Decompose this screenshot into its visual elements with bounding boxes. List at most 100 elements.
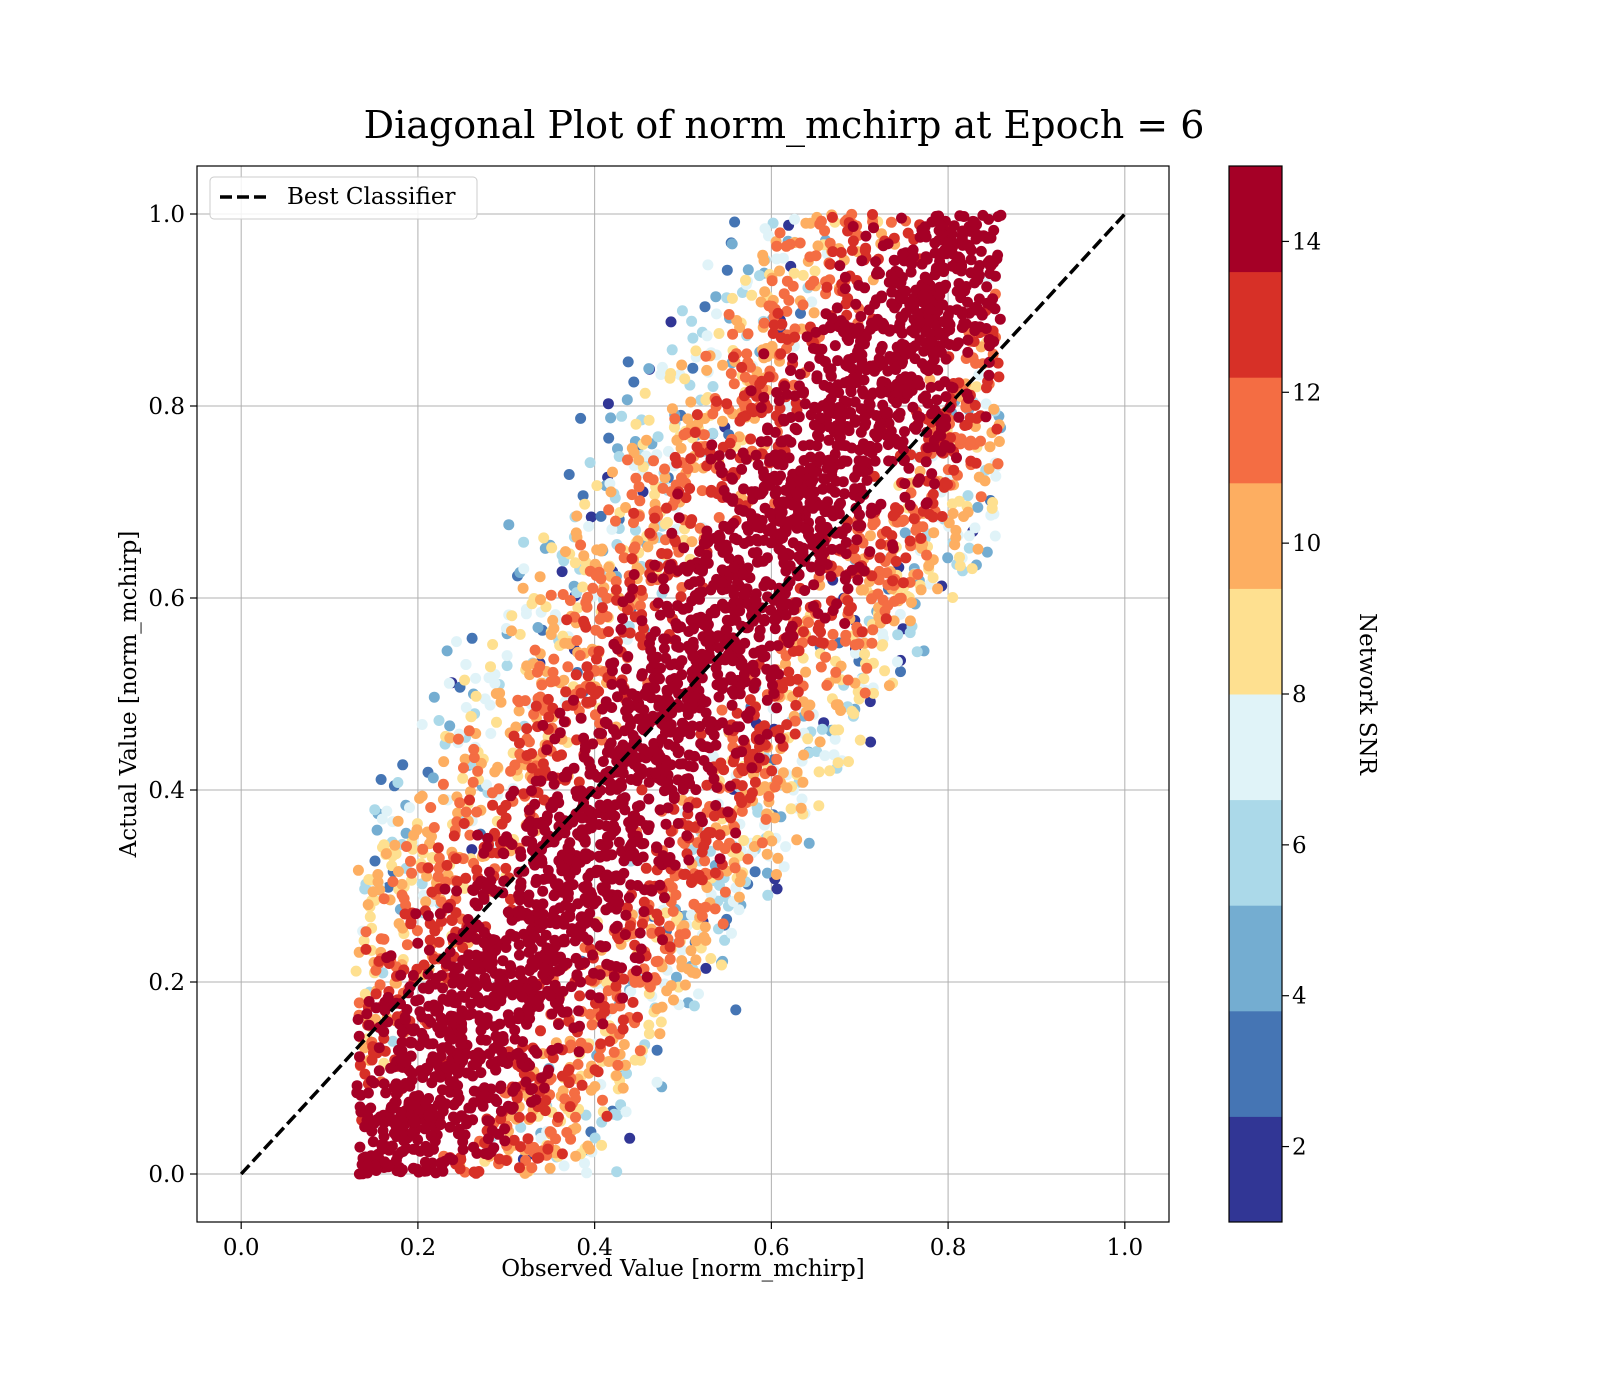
scatter-point [872,313,884,325]
scatter-point [353,1030,365,1042]
scatter-point [354,1059,366,1071]
scatter-point [645,884,657,896]
scatter-point [638,906,650,918]
scatter-point [672,818,684,829]
scatter-point [499,1123,511,1135]
scatter-point [943,517,955,529]
scatter-point [353,997,365,1009]
scatter-point [740,274,751,286]
scatter-point [372,869,384,880]
scatter-point [632,1011,643,1023]
scatter-point [497,847,509,859]
scatter-point [368,1117,380,1129]
scatter-point [831,302,843,314]
scatter-point [899,426,910,438]
scatter-point [721,264,733,276]
scatter-point [678,542,690,554]
scatter-point [839,488,850,500]
scatter-point [947,382,959,394]
scatter-point [765,604,777,616]
scatter-point [980,411,992,423]
scatter-point [691,441,703,453]
scatter-point [855,443,867,455]
scatter-point [617,596,629,608]
scatter-point [854,509,865,521]
scatter-point [500,942,512,953]
scatter-point [366,1054,378,1066]
scatter-point [811,402,823,414]
scatter-point [694,546,705,557]
scatter-point [859,245,871,256]
scatter-point [363,1019,375,1031]
scatter-point [745,361,756,373]
scatter-point [478,892,490,904]
scatter-point [468,743,480,755]
scatter-point [947,508,959,519]
scatter-point [695,811,707,823]
scatter-point [482,832,494,844]
scatter-point [826,543,838,555]
scatter-point [621,1068,632,1079]
scatter-point [789,323,801,335]
scatter-point [417,843,429,855]
scatter-point [545,676,557,688]
scatter-point [633,952,645,964]
scatter-point [885,216,897,228]
scatter-point [812,623,824,635]
scatter-point [407,969,419,981]
scatter-point [676,472,687,484]
scatter-point [520,1155,532,1166]
scatter-point [755,436,767,448]
scatter-point [726,292,738,304]
scatter-point [929,237,941,249]
scatter-point [759,720,770,732]
scatter-point [510,721,522,733]
scatter-point [500,799,512,811]
scatter-point [821,281,833,293]
scatter-point [586,813,598,825]
scatter-point [707,408,719,420]
scatter-point [651,1076,663,1088]
scatter-point [816,723,828,735]
scatter-point [620,909,632,921]
scatter-point [869,455,881,467]
scatter-point [658,633,670,645]
scatter-point [370,1002,382,1014]
scatter-point [569,557,581,569]
scatter-point [882,600,894,612]
scatter-point [435,1157,447,1169]
scatter-point [972,543,984,555]
scatter-point [359,1068,371,1080]
scatter-point [966,563,978,575]
scatter-point [446,914,458,926]
scatter-point [988,224,1000,236]
scatter-point [591,864,603,876]
scatter-point [603,561,615,573]
scatter-point [414,792,426,804]
scatter-point [890,502,901,514]
scatter-point [546,542,558,554]
scatter-point [769,623,781,635]
scatter-point [892,410,904,422]
scatter-point [568,1022,580,1034]
scatter-point [603,432,615,444]
scatter-point [514,628,526,640]
scatter-point [437,794,449,805]
scatter-point [957,225,968,237]
scatter-point [754,734,765,745]
scatter-point [688,821,700,833]
scatter-point [928,527,940,539]
scatter-point [523,804,535,816]
scatter-point [657,573,669,585]
scatter-point [591,653,602,665]
scatter-point [805,217,816,229]
scatter-point [781,719,793,731]
scatter-point [834,260,846,272]
scatter-point [730,827,742,839]
scatter-point [656,548,668,559]
scatter-point [443,677,455,689]
scatter-point [805,533,817,545]
scatter-point [707,750,719,762]
scatter-point [687,623,699,635]
